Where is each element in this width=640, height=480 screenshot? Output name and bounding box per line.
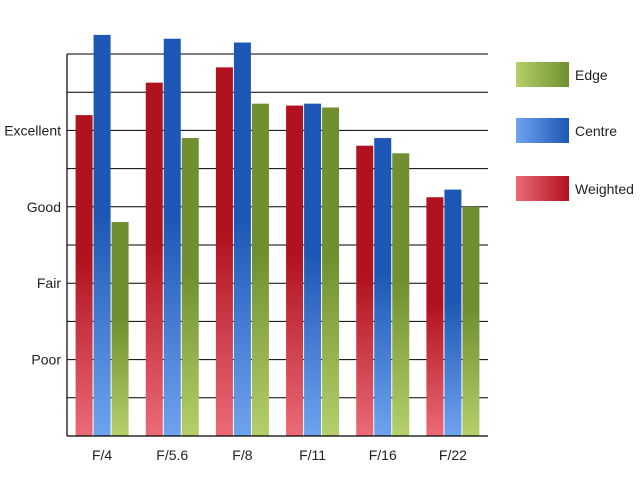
x-tick-label: F/4: [92, 447, 112, 463]
x-tick-labels: F/4 F/5.6 F/8 F/11 F/16 F/22: [92, 447, 467, 463]
axes: [66, 54, 488, 437]
bar-edge-f22: [462, 206, 480, 436]
legend-label: Edge: [575, 67, 608, 83]
bar-centre-f22: [444, 189, 462, 436]
bar-edge-f4: [111, 222, 129, 436]
bar-weighted-f16: [356, 145, 374, 436]
legend-item-centre: Centre: [516, 118, 617, 143]
bar-edge-f16: [392, 153, 410, 436]
bar-centre-f11: [304, 103, 322, 436]
x-tick-label: F/5.6: [156, 447, 188, 463]
legend-label: Weighted: [575, 181, 634, 197]
bar-weighted-f56: [145, 82, 163, 437]
x-tick-label: F/22: [439, 447, 467, 463]
legend-swatch: [516, 118, 569, 143]
bar-centre-f56: [163, 38, 181, 436]
y-tick-labels: Poor Fair Good Excellent: [4, 122, 61, 367]
legend-item-weighted: Weighted: [516, 176, 634, 201]
bar-weighted-f4: [75, 115, 93, 437]
legend-item-edge: Edge: [516, 62, 608, 87]
bar-weighted-f22: [426, 197, 444, 436]
y-tick-label: Fair: [37, 275, 61, 291]
bar-weighted-f8: [215, 67, 233, 437]
y-tick-label: Good: [27, 199, 61, 215]
legend: Edge Centre Weighted: [516, 62, 634, 201]
x-tick-label: F/11: [299, 447, 326, 463]
x-tick-label: F/8: [232, 447, 252, 463]
y-tick-label: Excellent: [4, 122, 61, 138]
x-tick-label: F/16: [369, 447, 397, 463]
bar-weighted-f11: [286, 105, 304, 436]
legend-label: Centre: [575, 123, 617, 139]
y-tick-label: Poor: [31, 352, 61, 368]
bar-centre-f8: [233, 42, 251, 436]
grid-lines: [67, 53, 488, 399]
legend-swatch: [516, 62, 569, 87]
legend-swatch: [516, 176, 569, 201]
bar-centre-f16: [374, 138, 392, 437]
bar-edge-f56: [181, 138, 199, 437]
bar-centre-f4: [93, 34, 111, 437]
bar-edge-f11: [322, 107, 340, 436]
bars: [75, 34, 480, 437]
bar-edge-f8: [251, 103, 269, 436]
